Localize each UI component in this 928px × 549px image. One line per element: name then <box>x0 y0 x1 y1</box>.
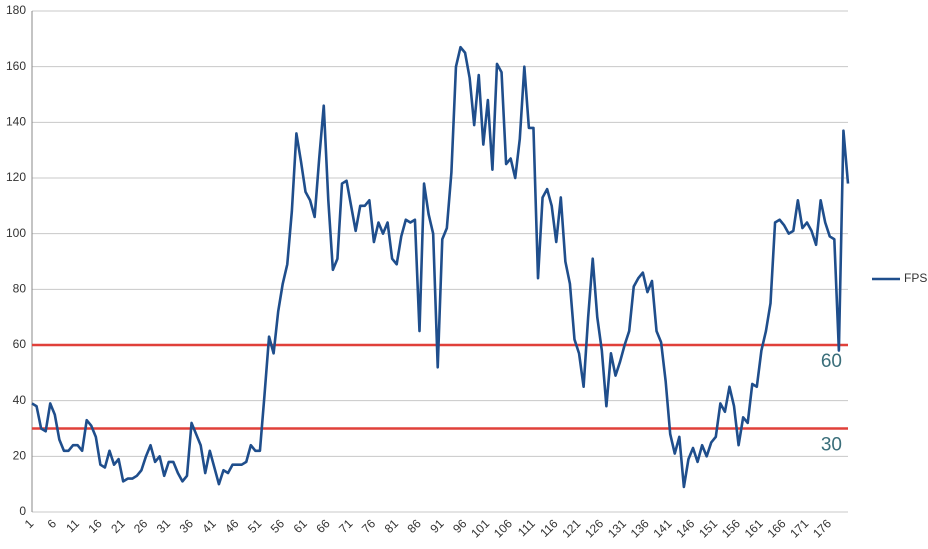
x-tick-label: 101 <box>468 516 492 540</box>
x-tick-label: 26 <box>131 516 151 536</box>
x-tick-label: 46 <box>222 516 242 536</box>
y-tick-label: 100 <box>6 226 26 240</box>
x-tick-label: 11 <box>63 516 82 535</box>
x-tick-label: 71 <box>336 516 356 536</box>
x-tick-label: 106 <box>491 516 515 540</box>
reference-label: 30 <box>821 435 842 456</box>
x-tick-label: 171 <box>787 516 811 540</box>
data-line <box>31 45 850 489</box>
x-tick-label: 126 <box>582 516 606 540</box>
x-tick-label: 111 <box>515 516 538 539</box>
x-tick-label: 176 <box>810 516 834 540</box>
x-tick-label: 1 <box>22 516 37 531</box>
y-tick-label: 0 <box>19 504 26 518</box>
y-tick-label: 140 <box>6 115 26 129</box>
x-tick-label: 146 <box>673 516 697 540</box>
x-tick-label: 41 <box>199 516 219 536</box>
x-tick-label: 76 <box>359 516 379 536</box>
y-tick-label: 60 <box>13 337 27 351</box>
x-tick-label: 116 <box>537 516 561 540</box>
x-tick-label: 66 <box>313 516 333 536</box>
x-tick-label: 21 <box>108 516 128 536</box>
x-tick-label: 166 <box>764 516 788 540</box>
x-tick-label: 56 <box>268 516 288 536</box>
x-tick-label: 36 <box>177 516 197 536</box>
x-tick-label: 96 <box>450 516 470 536</box>
x-tick-label: 161 <box>742 516 766 540</box>
x-tick-label: 141 <box>651 516 675 540</box>
legend-label: FPS <box>904 271 927 285</box>
x-tick-label: 136 <box>628 516 652 540</box>
x-tick-label: 61 <box>291 516 311 536</box>
x-tick-label: 131 <box>605 516 629 540</box>
x-tick-label: 6 <box>45 516 60 531</box>
y-tick-label: 180 <box>6 3 26 17</box>
x-tick-label: 151 <box>696 516 720 540</box>
x-tick-label: 91 <box>427 516 447 536</box>
x-tick-label: 51 <box>245 516 265 536</box>
y-tick-label: 160 <box>6 59 26 73</box>
x-tick-label: 31 <box>154 516 174 536</box>
y-tick-label: 20 <box>13 449 27 463</box>
y-tick-label: 80 <box>13 282 27 296</box>
x-tick-label: 156 <box>719 516 743 540</box>
y-tick-label: 40 <box>13 393 27 407</box>
x-tick-label: 86 <box>405 516 425 536</box>
x-tick-label: 16 <box>85 516 105 536</box>
y-tick-label: 120 <box>6 170 26 184</box>
x-tick-label: 121 <box>559 516 583 540</box>
x-tick-label: 81 <box>382 516 402 536</box>
reference-label: 60 <box>821 351 842 372</box>
